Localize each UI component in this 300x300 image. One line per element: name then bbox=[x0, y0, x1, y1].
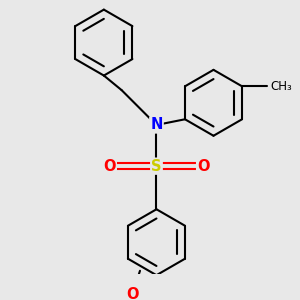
Text: N: N bbox=[150, 118, 163, 133]
Text: O: O bbox=[103, 159, 116, 174]
Text: CH₃: CH₃ bbox=[270, 80, 292, 93]
Text: O: O bbox=[126, 287, 139, 300]
Text: O: O bbox=[197, 159, 210, 174]
Text: S: S bbox=[151, 159, 162, 174]
